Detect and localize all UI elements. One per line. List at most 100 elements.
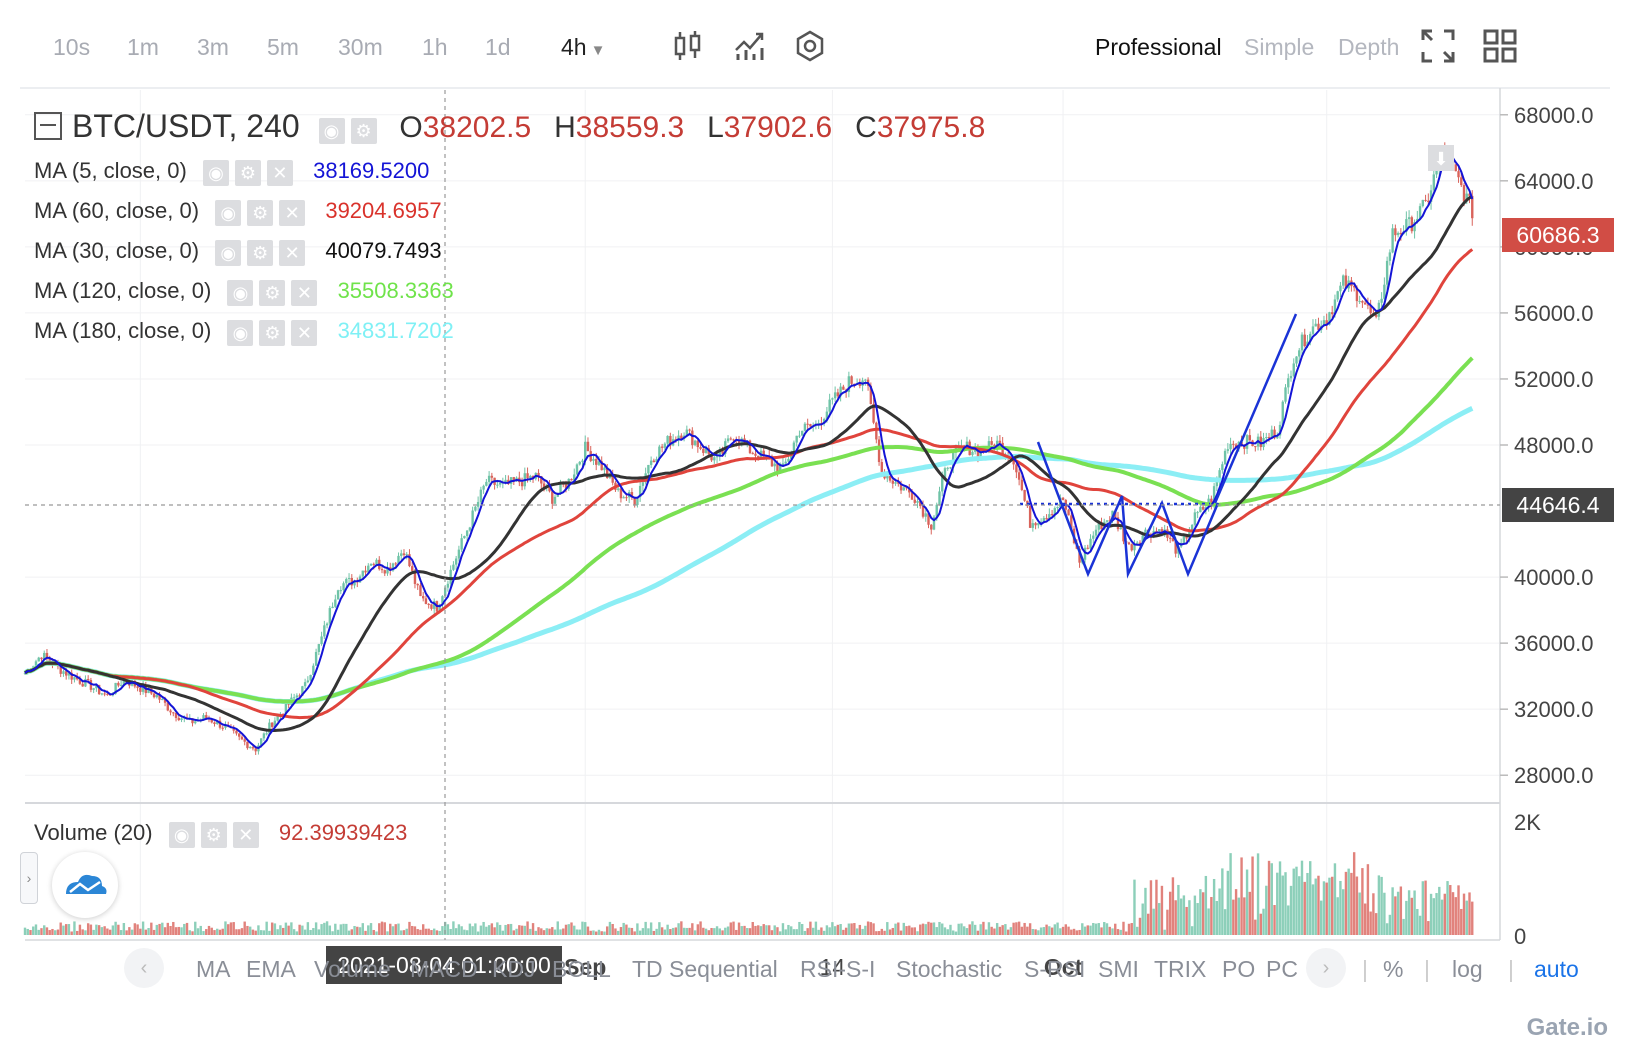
w-pattern-drawing[interactable] <box>1036 441 1220 579</box>
volume-bar <box>1081 923 1084 935</box>
gear-icon[interactable]: ⚙ <box>259 279 286 306</box>
timeframe-3m[interactable]: 3m <box>197 34 229 60</box>
volume-bar <box>235 929 238 935</box>
close-icon[interactable]: ✕ <box>232 821 259 848</box>
indicator-tab-trix[interactable]: TRIX <box>1154 956 1207 982</box>
volume-bar <box>1240 857 1243 935</box>
indicator-tab-ema[interactable]: EMA <box>246 956 296 982</box>
close-icon[interactable]: ✕ <box>279 199 306 226</box>
auto-scale-toggle[interactable]: auto <box>1534 956 1579 982</box>
indicator-tab-boll[interactable]: BOLL <box>552 956 611 982</box>
gear-icon[interactable]: ⚙ <box>247 199 274 226</box>
indicator-tab-pc[interactable]: PC <box>1266 956 1298 982</box>
candle-body <box>95 684 98 689</box>
candle-body <box>430 604 433 609</box>
eye-icon[interactable]: ◉ <box>202 159 229 186</box>
candle-body <box>800 430 804 436</box>
indicator-tab-s-rsi[interactable]: S-RSI <box>1024 956 1086 982</box>
volume-bar <box>207 925 211 935</box>
eye-icon[interactable]: ◉ <box>215 199 242 226</box>
log-scale-toggle[interactable]: log <box>1452 956 1483 982</box>
gear-icon[interactable]: ⚙ <box>259 319 286 346</box>
close-icon[interactable]: ✕ <box>266 159 293 186</box>
candle-body <box>408 554 411 567</box>
mode-depth[interactable]: Depth <box>1338 34 1400 60</box>
eye-icon[interactable]: ◉ <box>215 239 242 266</box>
timeframe-1h[interactable]: 1h <box>422 34 448 60</box>
eye-icon[interactable]: ◉ <box>318 117 345 144</box>
gear-icon[interactable]: ⚙ <box>247 239 274 266</box>
eye-icon[interactable]: ◉ <box>227 319 254 346</box>
indicator-tab-rsi-s-i[interactable]: RSI-S-I <box>800 956 876 982</box>
volume-bar <box>419 929 422 935</box>
gear-icon[interactable]: ⚙ <box>200 821 227 848</box>
candle-body <box>1168 537 1172 539</box>
last-price-value: 60686.3 <box>1516 222 1599 248</box>
timeframe-5m[interactable]: 5m <box>267 34 299 60</box>
gear-icon[interactable]: ⚙ <box>350 117 377 144</box>
indicator-tab-po[interactable]: PO <box>1222 956 1256 982</box>
timeframe-1m[interactable]: 1m <box>127 34 159 60</box>
layout-grid-icon[interactable] <box>1482 28 1518 64</box>
volume-bar <box>111 925 115 935</box>
candle-body <box>721 450 724 454</box>
indicator-tab-volume[interactable]: Volume <box>314 956 391 982</box>
close-icon[interactable]: ✕ <box>291 319 318 346</box>
volume-bar <box>1383 892 1386 935</box>
crosshair-time-value: 2021-08-04 01:00:00 <box>337 952 551 978</box>
mode-simple[interactable]: Simple <box>1244 34 1315 60</box>
volume-bar <box>526 921 529 935</box>
mode-professional[interactable]: Professional <box>1095 34 1222 60</box>
candle-body <box>303 682 307 687</box>
timeframe-4h[interactable]: 4h ▼ <box>561 34 605 61</box>
timeframe-1d[interactable]: 1d <box>485 34 511 60</box>
candle-body <box>270 722 274 727</box>
volume-bar <box>1317 875 1320 935</box>
scroll-right-button[interactable]: › <box>1306 948 1346 988</box>
timeframe-30m[interactable]: 30m <box>338 34 383 60</box>
close-icon[interactable]: ✕ <box>279 239 306 266</box>
scroll-to-latest-button[interactable]: ⬇ <box>1428 145 1454 171</box>
fullscreen-icon[interactable] <box>1420 28 1456 64</box>
indicator-tab-td-sequential[interactable]: TD Sequential <box>632 956 778 982</box>
volume-bar <box>1190 926 1194 935</box>
candle-body <box>40 657 43 660</box>
candle-body <box>1471 195 1474 219</box>
indicator-tab-smi[interactable]: SMI <box>1098 956 1139 982</box>
volume-bar <box>246 925 249 935</box>
indicator-tab-ma[interactable]: MA <box>196 956 231 982</box>
settings-icon[interactable] <box>792 28 828 64</box>
collapse-legend-icon[interactable] <box>34 111 62 140</box>
volume-bar <box>180 927 183 935</box>
candle-body <box>1050 514 1054 516</box>
candle-body <box>1053 508 1057 515</box>
candle-body <box>910 492 914 500</box>
candlestick-type-icon[interactable] <box>670 28 706 64</box>
trend-drawings[interactable] <box>1020 313 1298 579</box>
candle-body <box>1303 334 1306 347</box>
eye-icon[interactable]: ◉ <box>168 821 195 848</box>
chart-logo-button[interactable] <box>52 852 118 918</box>
scroll-left-button[interactable]: ‹ <box>124 948 164 988</box>
indicators-icon[interactable] <box>732 28 768 64</box>
divider: | <box>1362 956 1368 982</box>
volume-bar <box>902 922 905 935</box>
indicator-tab-stochastic[interactable]: Stochastic <box>896 956 1003 982</box>
volume-bar <box>251 929 255 935</box>
indicator-tab-kdj[interactable]: KDJ <box>492 956 536 982</box>
timeframe-10s[interactable]: 10s <box>53 34 91 60</box>
gear-icon[interactable]: ⚙ <box>234 159 261 186</box>
close-icon[interactable]: ✕ <box>291 279 318 306</box>
candle-body <box>468 527 472 531</box>
volume-bar <box>40 928 43 935</box>
candle-body <box>1127 542 1131 545</box>
expand-side-panel-button[interactable]: › <box>20 852 38 904</box>
breakout-line-drawing[interactable] <box>1213 313 1298 504</box>
percent-scale-toggle[interactable]: % <box>1383 956 1404 982</box>
candle-body <box>1226 449 1230 451</box>
candle-body <box>1330 312 1334 315</box>
volume-bar <box>1221 868 1224 935</box>
indicator-tab-macd[interactable]: MACD <box>410 956 478 982</box>
eye-icon[interactable]: ◉ <box>227 279 254 306</box>
